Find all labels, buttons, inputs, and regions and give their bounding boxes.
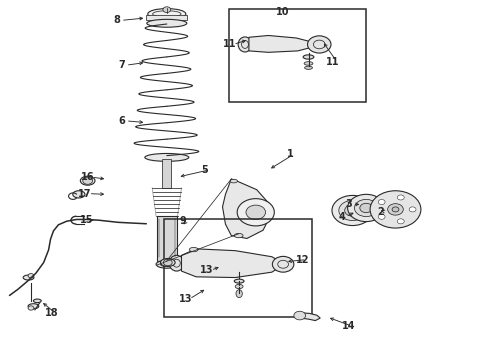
Ellipse shape (303, 55, 314, 59)
Circle shape (397, 219, 404, 224)
Circle shape (272, 256, 294, 272)
Ellipse shape (145, 153, 189, 161)
Circle shape (397, 195, 404, 200)
Circle shape (83, 177, 93, 184)
Circle shape (237, 199, 274, 226)
Polygon shape (181, 249, 280, 278)
Ellipse shape (73, 191, 85, 198)
Text: 7: 7 (119, 60, 125, 70)
Circle shape (332, 195, 373, 226)
Circle shape (370, 191, 421, 228)
Text: 11: 11 (222, 40, 236, 49)
Text: 11: 11 (326, 57, 340, 67)
Circle shape (392, 207, 399, 212)
Ellipse shape (23, 275, 34, 280)
Ellipse shape (236, 290, 243, 298)
Text: 9: 9 (179, 216, 186, 226)
Circle shape (163, 7, 171, 13)
Text: 1: 1 (287, 149, 294, 159)
Text: 16: 16 (81, 172, 95, 182)
Ellipse shape (147, 19, 187, 27)
Circle shape (163, 259, 172, 266)
Circle shape (339, 201, 366, 221)
Ellipse shape (33, 299, 41, 303)
Bar (229, 9, 366, 102)
Polygon shape (300, 313, 320, 320)
Text: 4: 4 (339, 212, 345, 221)
Ellipse shape (156, 260, 177, 268)
Bar (162, 159, 171, 188)
Text: 17: 17 (78, 189, 92, 199)
Ellipse shape (28, 304, 39, 309)
Text: 13: 13 (179, 294, 192, 304)
Circle shape (246, 205, 266, 220)
Bar (157, 216, 176, 261)
Polygon shape (249, 36, 316, 52)
Text: 3: 3 (345, 199, 352, 210)
Ellipse shape (148, 9, 186, 19)
Circle shape (354, 199, 378, 217)
Ellipse shape (80, 176, 95, 185)
Ellipse shape (238, 37, 252, 52)
Text: 2: 2 (377, 207, 384, 217)
Ellipse shape (160, 258, 175, 266)
Ellipse shape (234, 279, 244, 283)
Circle shape (28, 274, 34, 278)
Ellipse shape (234, 233, 243, 238)
Text: 8: 8 (114, 15, 121, 26)
Circle shape (308, 36, 331, 53)
Text: 10: 10 (276, 7, 290, 17)
Text: 6: 6 (119, 116, 125, 126)
Ellipse shape (189, 247, 198, 252)
Text: 14: 14 (342, 321, 355, 331)
Circle shape (378, 214, 385, 219)
Text: 18: 18 (45, 309, 59, 318)
Polygon shape (222, 179, 270, 238)
Text: 5: 5 (201, 165, 208, 175)
Ellipse shape (230, 179, 238, 183)
Ellipse shape (169, 255, 184, 271)
Text: 12: 12 (296, 255, 309, 265)
Circle shape (344, 205, 360, 216)
Text: 13: 13 (200, 265, 214, 275)
Ellipse shape (304, 62, 313, 65)
Circle shape (360, 203, 372, 213)
Circle shape (378, 199, 385, 204)
Ellipse shape (235, 284, 243, 289)
Circle shape (28, 306, 34, 310)
Circle shape (294, 311, 306, 320)
Bar (164, 220, 313, 317)
Text: 15: 15 (79, 215, 93, 225)
Ellipse shape (305, 66, 313, 69)
Circle shape (347, 194, 385, 222)
Circle shape (409, 207, 416, 212)
Bar (147, 15, 187, 21)
Circle shape (388, 204, 403, 215)
